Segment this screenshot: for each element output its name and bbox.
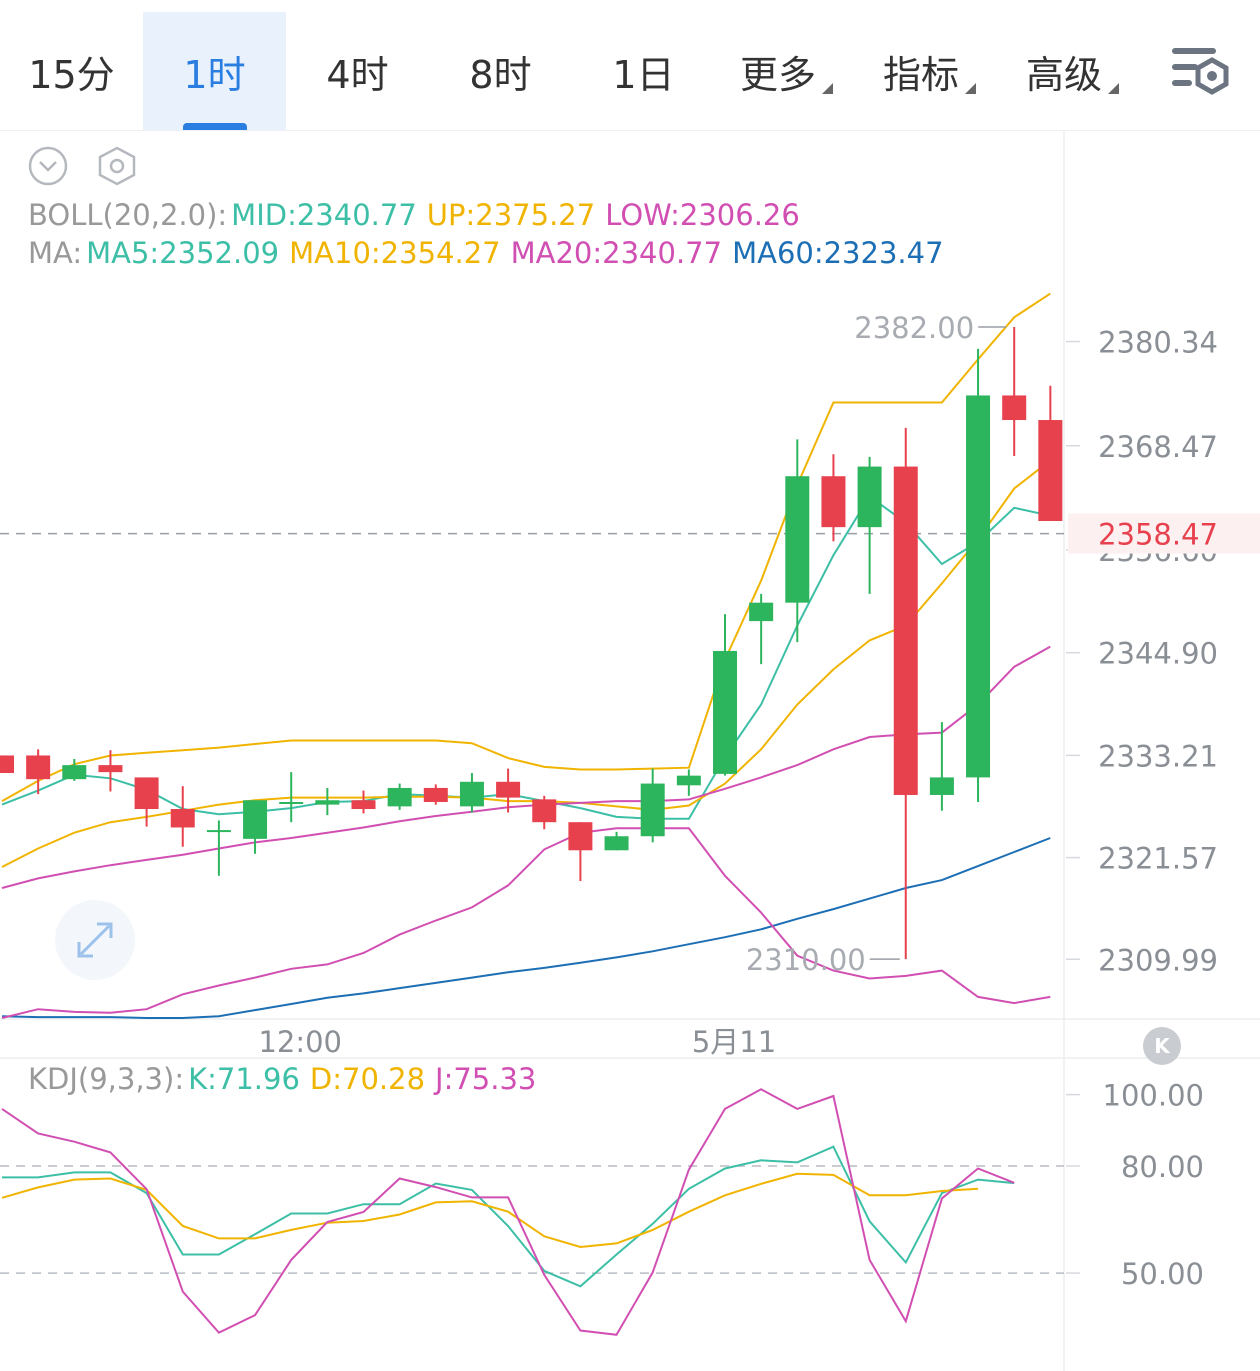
- candle-body: [170, 809, 195, 828]
- candle-body: [857, 466, 882, 528]
- timeframe-toolbar: 15分 1时 4时 8时 1日 更多 指标 高级: [0, 0, 1260, 131]
- ma60-value: MA60:2323.47: [732, 236, 944, 270]
- candle-body: [351, 800, 376, 810]
- line-ma60: [1, 837, 1051, 1019]
- tab-more[interactable]: 更多: [715, 12, 858, 130]
- tab-label: 更多: [739, 52, 816, 97]
- candle-body: [387, 787, 412, 807]
- tab-8hour[interactable]: 8时: [429, 12, 572, 130]
- chart-settings-icon[interactable]: [1168, 42, 1230, 100]
- high-marker-label: 2382.00: [854, 311, 974, 345]
- x-tick-label: 5月11: [692, 1025, 776, 1059]
- candle-body: [1038, 420, 1063, 522]
- ma20-value: MA20:2340.77: [510, 236, 723, 270]
- candle-body: [713, 650, 737, 774]
- x-tick-label: 12:00: [258, 1025, 342, 1059]
- candle-body: [821, 476, 846, 528]
- kdj-j-value: J:75.33: [435, 1062, 537, 1096]
- kdj-legend: KDJ(9,3,3): K:71.96 D:70.28 J:75.33: [28, 1062, 546, 1096]
- candle-body: [604, 836, 629, 851]
- kdj-line-j: [1, 1088, 1015, 1336]
- candle-body: [929, 777, 954, 795]
- candle-body: [243, 800, 268, 839]
- tab-label: 8时: [469, 52, 532, 97]
- candle-body: [676, 775, 701, 786]
- candle-body: [134, 777, 159, 810]
- tab-indicators[interactable]: 指标: [858, 12, 1001, 130]
- chevron-down-icon[interactable]: [28, 146, 68, 186]
- dropdown-corner-icon: [822, 83, 833, 94]
- line-ma20: [1, 645, 1051, 889]
- y-tick-label: 2309.99: [1098, 943, 1218, 977]
- ma10-value: MA10:2354.27: [289, 236, 501, 270]
- hexagon-settings-icon[interactable]: [97, 146, 137, 186]
- candle-body: [568, 822, 593, 851]
- dropdown-corner-icon: [1108, 83, 1119, 94]
- tab-label: 4时: [326, 52, 389, 97]
- ma-legend: MA: MA5:2352.09 MA10:2354.27 MA20:2340.77 MA…: [28, 236, 954, 270]
- candle-body: [749, 602, 774, 622]
- kdj-tick-label: 100.00: [1103, 1079, 1204, 1113]
- y-tick-label: 2321.57: [1098, 842, 1218, 876]
- tab-label: 高级: [1025, 52, 1102, 97]
- kdj-line-d: [1, 1172, 979, 1249]
- kdj-line-k: [2, 1145, 1015, 1288]
- candle-body: [785, 476, 810, 603]
- badge-label: K: [1154, 1034, 1170, 1058]
- candle-body: [966, 395, 991, 778]
- candlestick-chart[interactable]: 2380.342368.472356.602344.902333.212321.…: [0, 130, 1260, 1371]
- low-marker-label: 2310.00: [746, 943, 866, 977]
- tab-label: 15分: [28, 52, 115, 97]
- candle-body: [315, 800, 340, 805]
- boll-up-value: UP:2375.27: [426, 198, 596, 232]
- boll-legend: BOLL(20,2.0): MID:2340.77 UP:2375.27 LOW:23…: [28, 198, 810, 232]
- line-ma5: [1, 494, 1051, 820]
- dropdown-corner-icon: [965, 83, 976, 94]
- current-price-tag: [1068, 513, 1260, 554]
- candle-body: [893, 466, 918, 795]
- tab-1day[interactable]: 1日: [572, 12, 715, 130]
- y-tick-label: 2368.47: [1098, 430, 1218, 464]
- candle-body: [279, 801, 304, 804]
- kdj-label: KDJ(9,3,3):: [28, 1062, 185, 1096]
- kdj-d-value: D:70.28: [309, 1062, 426, 1096]
- candle-body: [459, 781, 484, 807]
- tab-advanced[interactable]: 高级: [1001, 12, 1144, 130]
- active-tab-indicator: [182, 123, 247, 130]
- boll-mid-value: MID:2340.77: [231, 198, 417, 232]
- candle-body: [26, 755, 51, 780]
- boll-label: BOLL(20,2.0):: [28, 198, 228, 232]
- ma-label: MA:: [28, 236, 83, 270]
- candle-body: [640, 783, 665, 837]
- candle-body: [1002, 395, 1027, 421]
- candle-body: [423, 787, 448, 802]
- expand-arrows-icon: [77, 922, 113, 958]
- candle-body: [0, 755, 14, 774]
- y-tick-label: 2333.21: [1098, 739, 1218, 773]
- tab-label: 1日: [612, 52, 675, 97]
- tab-4hour[interactable]: 4时: [286, 12, 429, 130]
- candle-body: [532, 799, 557, 823]
- kdj-tick-label: 50.00: [1121, 1257, 1204, 1291]
- boll-low-value: LOW:2306.26: [605, 198, 800, 232]
- y-tick-label: 2344.90: [1098, 637, 1218, 671]
- candle-body: [62, 765, 87, 780]
- tab-label: 指标: [882, 52, 959, 97]
- kdj-k-value: K:71.96: [188, 1062, 300, 1096]
- k-badge-icon[interactable]: K: [1143, 1027, 1181, 1065]
- kdj-tick-label: 80.00: [1121, 1150, 1204, 1184]
- expand-button[interactable]: [55, 900, 135, 980]
- candle-body: [98, 765, 123, 773]
- tab-15min[interactable]: 15分: [0, 12, 143, 130]
- y-tick-label: 2380.34: [1098, 326, 1218, 360]
- tab-1hour[interactable]: 1时: [143, 12, 286, 130]
- current-price-label: 2358.47: [1098, 518, 1218, 552]
- ma5-value: MA5:2352.09: [86, 236, 280, 270]
- candle-body: [206, 830, 231, 833]
- tab-label: 1时: [183, 52, 246, 97]
- line-low: [1, 827, 1051, 1019]
- candle-body: [496, 781, 521, 798]
- line-up: [1, 292, 1051, 802]
